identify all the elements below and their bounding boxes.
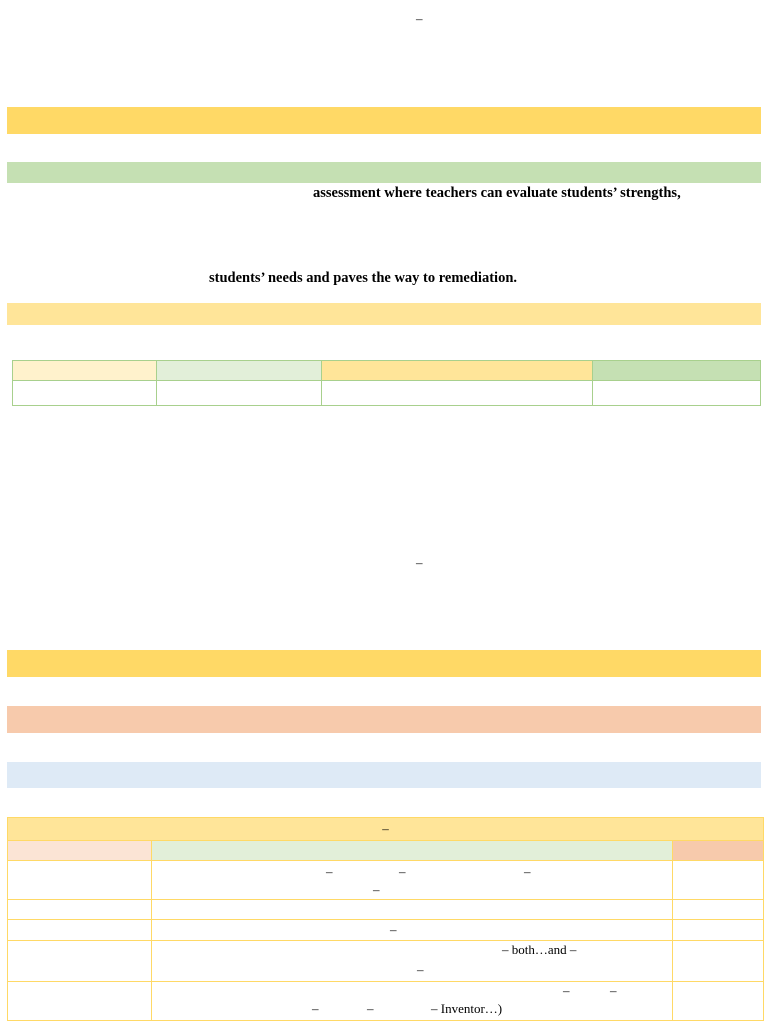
summary-header-cell-2 xyxy=(156,360,322,381)
details-table-title: – xyxy=(7,817,764,841)
details-row-1-extra xyxy=(672,860,764,900)
details-header-cell-3 xyxy=(672,840,764,861)
details-row-1-label xyxy=(7,860,152,900)
row5-dash-1: – xyxy=(563,983,570,998)
top-dash: – xyxy=(416,11,423,26)
details-header-cell-1 xyxy=(7,840,152,861)
middle-dash: – xyxy=(416,555,423,570)
details-row-1-content: – – – – xyxy=(151,860,673,900)
details-row-3-label xyxy=(7,919,152,941)
details-title-dash: – xyxy=(382,821,389,836)
details-row-5-extra xyxy=(672,981,764,1021)
heading-band-green xyxy=(7,162,761,183)
row1-dash-2: – xyxy=(399,864,406,879)
details-row-5-content: – – – – – Inventor…) xyxy=(151,981,673,1021)
details-row-2-extra xyxy=(672,899,764,920)
row3-dash-1: – xyxy=(390,922,397,937)
heading-band-light-yellow xyxy=(7,303,761,325)
row1-dash-1: – xyxy=(326,864,333,879)
row5-inventor: – Inventor…) xyxy=(431,1001,503,1016)
summary-header-cell-4 xyxy=(592,360,761,381)
details-row-3-content: – xyxy=(151,919,673,941)
summary-cell-4 xyxy=(592,380,761,406)
details-row-5-label xyxy=(7,981,152,1021)
details-row-2-content xyxy=(151,899,673,920)
summary-cell-2 xyxy=(156,380,322,406)
heading-band-yellow-2 xyxy=(7,650,761,677)
heading-band-salmon xyxy=(7,706,761,733)
row1-dash-3: – xyxy=(524,864,531,879)
details-table: – – – – – – xyxy=(7,817,764,1021)
details-row-4-content: – both…and – – xyxy=(151,940,673,982)
details-row-4-label xyxy=(7,940,152,982)
paragraph-line-2: students’ needs and paves the way to rem… xyxy=(209,270,518,286)
row5-dash-2: – xyxy=(610,983,617,998)
details-row-2-label xyxy=(7,899,152,920)
summary-header-cell-1 xyxy=(12,360,157,381)
row4-dash-2: – xyxy=(417,962,424,977)
details-row-4-extra xyxy=(672,940,764,982)
row5-dash-3: – xyxy=(312,1001,319,1016)
row4-both-and: – both…and – xyxy=(502,942,577,957)
summary-cell-3 xyxy=(321,380,593,406)
heading-band-blue xyxy=(7,762,761,788)
details-row-3-extra xyxy=(672,919,764,941)
details-header-cell-2 xyxy=(151,840,673,861)
summary-header-cell-3 xyxy=(321,360,593,381)
heading-band-yellow-1 xyxy=(7,107,761,134)
row5-dash-4: – xyxy=(367,1001,374,1016)
summary-cell-1 xyxy=(12,380,157,406)
summary-table xyxy=(12,360,761,406)
row1-dash-4: – xyxy=(373,882,380,897)
paragraph-line-1: assessment where teachers can evaluate s… xyxy=(313,185,681,201)
